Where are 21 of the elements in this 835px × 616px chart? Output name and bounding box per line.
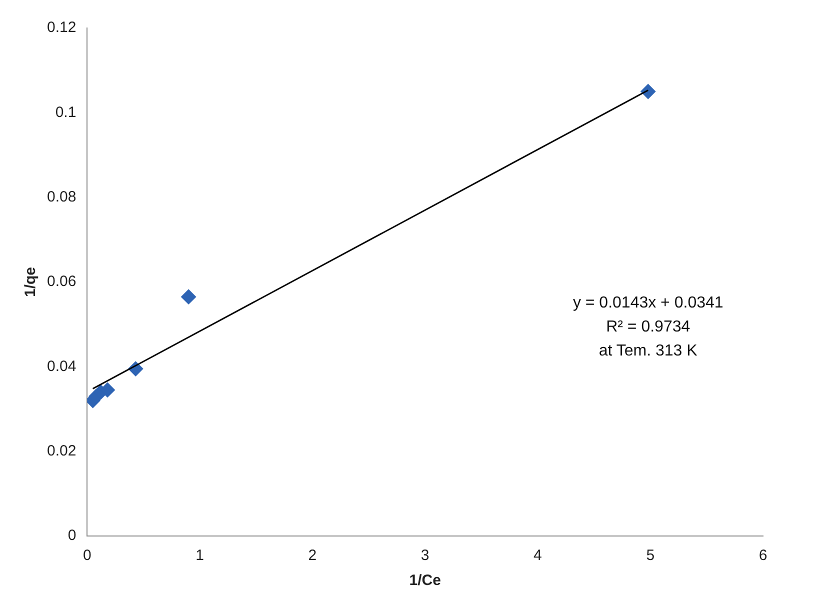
y-axis-title: 1/qe [22,266,40,298]
point [181,289,196,304]
y-tick-label: 0.12 [46,19,76,36]
y-tick-label: 0.02 [46,442,76,460]
x-tick-label: 1 [196,547,204,564]
x-tick-label: 0 [83,547,92,564]
x-tick-label: 2 [308,547,317,564]
annotation: R² = 0.9734 [606,318,690,336]
y-tick-label: 0.1 [55,104,76,121]
x-tick-label: 3 [420,547,430,564]
y-tick-label: 0.04 [46,358,76,375]
point [640,84,656,99]
annotation: at Tem. 313 K [598,342,698,360]
y-tick-label: 0.06 [46,273,76,290]
x-tick-label: 5 [646,547,655,564]
x-tick-label: 4 [534,547,542,564]
x-axis-title: 1/Ce [409,572,441,590]
x-tick-label: 6 [758,547,768,564]
y-tick-label: 0.08 [46,188,76,206]
annotation: y = 0.0143x + 0.0341 [572,294,724,312]
y-tick-label: 0 [68,527,76,544]
